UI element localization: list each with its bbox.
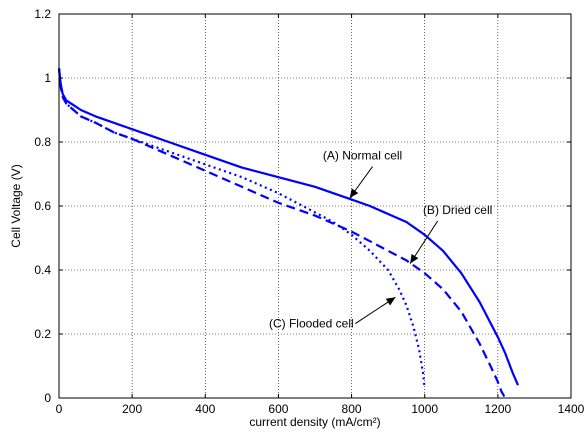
annotation-arrowhead (410, 253, 419, 264)
x-tick-label: 600 (268, 402, 288, 416)
y-tick-label: 1.2 (34, 7, 51, 21)
x-axis-title: current density (mA/cm²) (249, 415, 380, 429)
series-group (57, 68, 520, 399)
y-tick-label: 1 (44, 71, 51, 85)
series-line-2 (57, 68, 426, 389)
y-axis-title: Cell Voltage (V) (9, 164, 23, 247)
grid (59, 14, 571, 398)
y-tick-label: 0 (44, 391, 51, 405)
series-line-1 (57, 68, 507, 399)
series-line-0 (57, 68, 520, 386)
x-tick-label: 400 (195, 402, 215, 416)
annotation-label: (C) Flooded cell (269, 317, 354, 331)
x-tick-label: 0 (56, 402, 63, 416)
annotation-arrowhead (385, 297, 396, 306)
x-tick-label: 800 (342, 402, 362, 416)
x-tick-label: 1000 (411, 402, 438, 416)
y-tick-label: 0.8 (34, 135, 51, 149)
annotation-arrowhead (349, 188, 359, 198)
x-tick-label: 1400 (558, 402, 585, 416)
y-tick-label: 0.4 (34, 263, 51, 277)
annotation-label: (B) Dried cell (423, 203, 492, 217)
axis-ticks: 0 200 400 600 800 1000 1200 1400 0 0.2 0.4 0.6 0.8 1 1… (34, 7, 584, 416)
annotation-label: (A) Normal cell (323, 149, 402, 163)
y-tick-label: 0.2 (34, 327, 51, 341)
x-tick-label: 200 (122, 402, 142, 416)
x-tick-label: 1200 (485, 402, 512, 416)
annotations: (A) Normal cell (B) Dried cell (C) Flooded… (269, 149, 492, 331)
y-tick-label: 0.6 (34, 199, 51, 213)
